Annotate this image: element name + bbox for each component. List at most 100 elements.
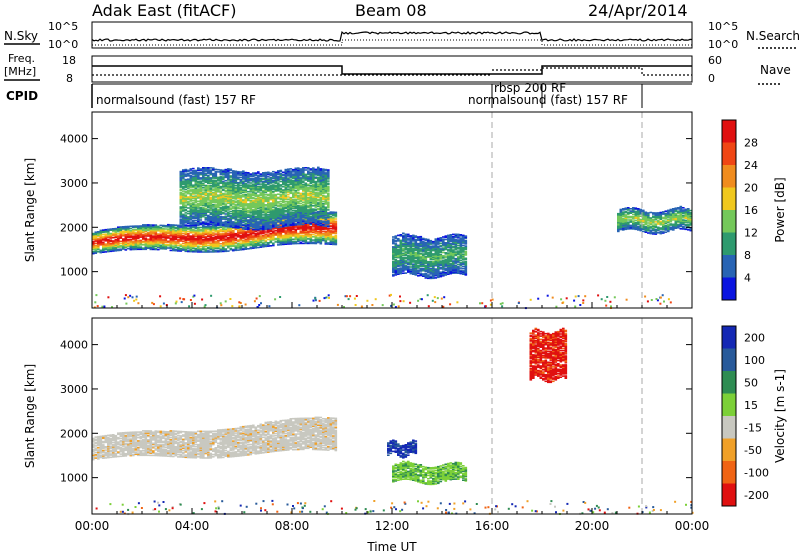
data-cell <box>399 260 403 263</box>
data-cell <box>157 230 160 232</box>
data-cell <box>139 233 143 235</box>
data-cell <box>154 226 158 229</box>
data-cell <box>282 190 285 192</box>
data-cell <box>164 244 168 247</box>
data-cell <box>267 230 270 233</box>
data-cell <box>199 169 203 171</box>
data-cell <box>282 181 285 183</box>
data-cell <box>227 240 230 242</box>
data-cell <box>202 211 205 213</box>
data-cell <box>319 222 323 224</box>
data-cell <box>217 189 220 192</box>
data-cell <box>164 224 168 227</box>
data-cell <box>189 175 193 178</box>
data-cell <box>404 234 408 237</box>
data-cell <box>277 220 280 222</box>
data-cell <box>192 229 195 232</box>
data-cell <box>322 176 325 178</box>
data-cell <box>182 237 185 239</box>
data-cell <box>282 205 285 208</box>
data-cell <box>192 225 195 227</box>
data-cell <box>314 188 318 191</box>
data-cell <box>324 185 328 187</box>
data-cell <box>194 244 198 246</box>
data-cell <box>282 241 285 243</box>
data-cell <box>142 248 145 251</box>
data-cell <box>249 174 253 176</box>
data-cell <box>277 187 280 190</box>
data-cell <box>314 215 318 217</box>
data-cell <box>259 201 263 203</box>
data-cell <box>399 249 403 252</box>
data-cell <box>232 225 235 228</box>
data-cell <box>192 217 195 220</box>
data-cell <box>259 177 263 180</box>
data-cell <box>107 240 110 243</box>
data-cell <box>277 237 280 240</box>
data-cell <box>182 177 185 179</box>
data-cell <box>217 227 220 230</box>
data-cell <box>252 225 255 228</box>
data-cell <box>267 200 270 202</box>
data-cell <box>184 174 188 176</box>
data-cell <box>234 187 238 189</box>
data-cell <box>309 168 313 170</box>
data-cell <box>324 223 328 225</box>
data-cell <box>252 183 255 185</box>
data-cell <box>292 188 295 191</box>
data-cell <box>304 185 308 188</box>
data-cell <box>274 224 278 227</box>
data-cell <box>299 232 303 235</box>
data-cell <box>322 211 325 214</box>
data-cell <box>224 228 228 230</box>
data-cell <box>257 174 260 177</box>
data-cell <box>242 239 245 242</box>
data-cell <box>324 240 328 243</box>
data-cell <box>232 231 235 233</box>
data-cell <box>327 189 330 191</box>
data-cell <box>202 200 205 202</box>
data-cell <box>317 193 320 195</box>
data-cell <box>129 232 133 234</box>
data-cell <box>199 177 203 179</box>
data-cell <box>279 237 283 239</box>
data-cell <box>157 248 160 251</box>
data-cell <box>107 244 110 246</box>
data-cell <box>192 240 195 243</box>
data-cell <box>404 235 408 238</box>
data-cell <box>229 204 233 206</box>
data-cell <box>259 207 263 210</box>
data-cell <box>92 250 95 253</box>
data-cell <box>309 237 313 239</box>
data-cell <box>174 224 178 226</box>
data-cell <box>254 243 258 246</box>
data-cell <box>162 242 165 244</box>
data-cell <box>129 241 133 243</box>
data-cell <box>399 270 403 273</box>
data-cell <box>322 182 325 185</box>
data-cell <box>274 182 278 185</box>
data-cell <box>214 195 218 197</box>
data-cell <box>152 230 155 233</box>
data-cell <box>234 209 238 211</box>
data-cell <box>134 236 138 238</box>
data-cell <box>192 175 195 178</box>
data-cell <box>264 198 268 200</box>
data-cell <box>127 243 130 245</box>
data-cell <box>252 214 255 216</box>
data-cell <box>182 202 185 205</box>
data-cell <box>179 200 183 203</box>
data-cell <box>322 205 325 207</box>
data-cell <box>317 238 320 240</box>
data-cell <box>232 249 235 252</box>
data-cell <box>154 239 158 242</box>
data-cell <box>197 223 200 226</box>
data-cell <box>94 235 98 238</box>
data-cell <box>132 228 135 231</box>
data-cell <box>199 230 203 232</box>
data-cell <box>397 272 400 274</box>
data-cell <box>394 255 398 257</box>
data-cell <box>222 228 225 231</box>
data-cell <box>274 196 278 198</box>
data-cell <box>309 223 313 226</box>
